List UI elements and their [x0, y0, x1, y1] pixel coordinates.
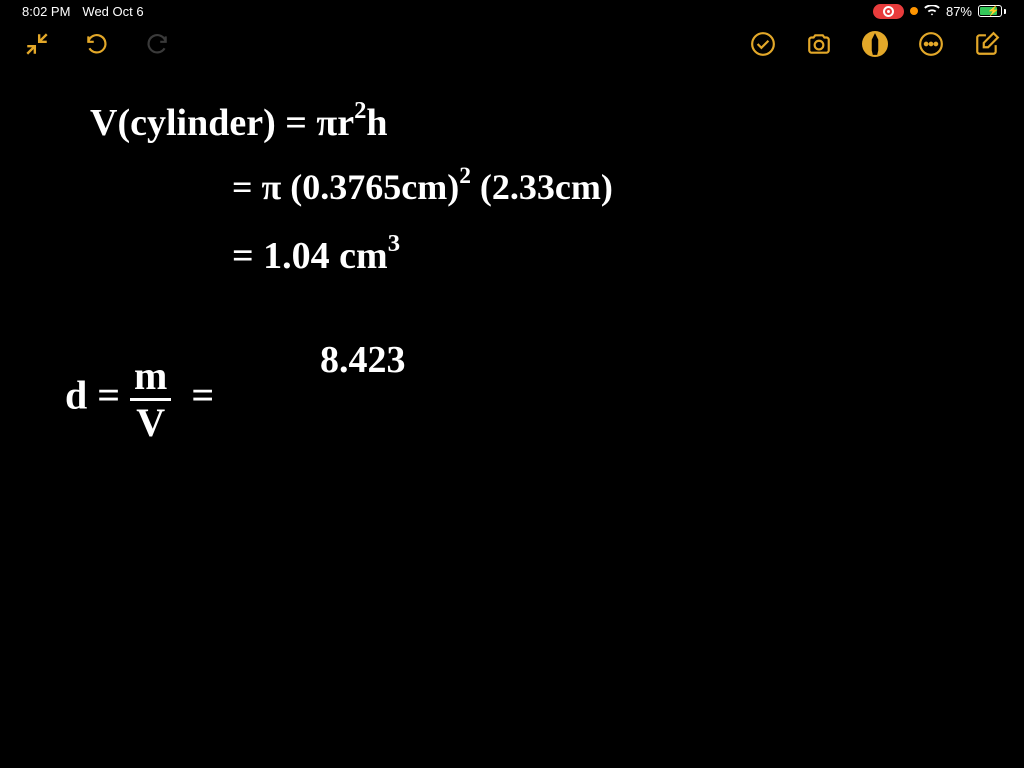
mic-indicator-dot	[910, 7, 918, 15]
camera-icon[interactable]	[806, 31, 832, 57]
toolbar	[0, 22, 1024, 66]
handwriting-line-4: d = mV =	[65, 356, 214, 443]
battery-percent: 87%	[946, 4, 972, 19]
done-check-icon[interactable]	[750, 31, 776, 57]
status-bar: 8:02 PM Wed Oct 6 87% ⚡	[0, 0, 1024, 22]
record-icon	[883, 6, 894, 17]
markup-pen-icon[interactable]	[862, 31, 888, 57]
handwriting-line-3: = 1.04 cm3	[232, 234, 400, 278]
battery-icon: ⚡	[978, 5, 1006, 17]
collapse-icon[interactable]	[24, 31, 50, 57]
redo-icon[interactable]	[144, 31, 170, 57]
note-canvas[interactable]: V(cylinder) = πr2h = π (0.3765cm)2 (2.33…	[0, 66, 1024, 768]
handwriting-line-2: = π (0.3765cm)2 (2.33cm)	[232, 166, 613, 208]
toolbar-right	[750, 31, 1000, 57]
wifi-icon	[924, 5, 940, 17]
toolbar-left	[24, 31, 170, 57]
charging-bolt-icon: ⚡	[987, 6, 999, 17]
status-date: Wed Oct 6	[82, 4, 143, 19]
handwriting-line-4-value: 8.423	[320, 338, 406, 382]
undo-icon[interactable]	[84, 31, 110, 57]
status-left: 8:02 PM Wed Oct 6	[22, 4, 144, 19]
more-ellipsis-icon[interactable]	[918, 31, 944, 57]
compose-icon[interactable]	[974, 31, 1000, 57]
status-right: 87% ⚡	[873, 4, 1006, 19]
screen-record-pill[interactable]	[873, 4, 904, 19]
handwriting-line-1: V(cylinder) = πr2h	[90, 101, 388, 145]
status-time: 8:02 PM	[22, 4, 70, 19]
